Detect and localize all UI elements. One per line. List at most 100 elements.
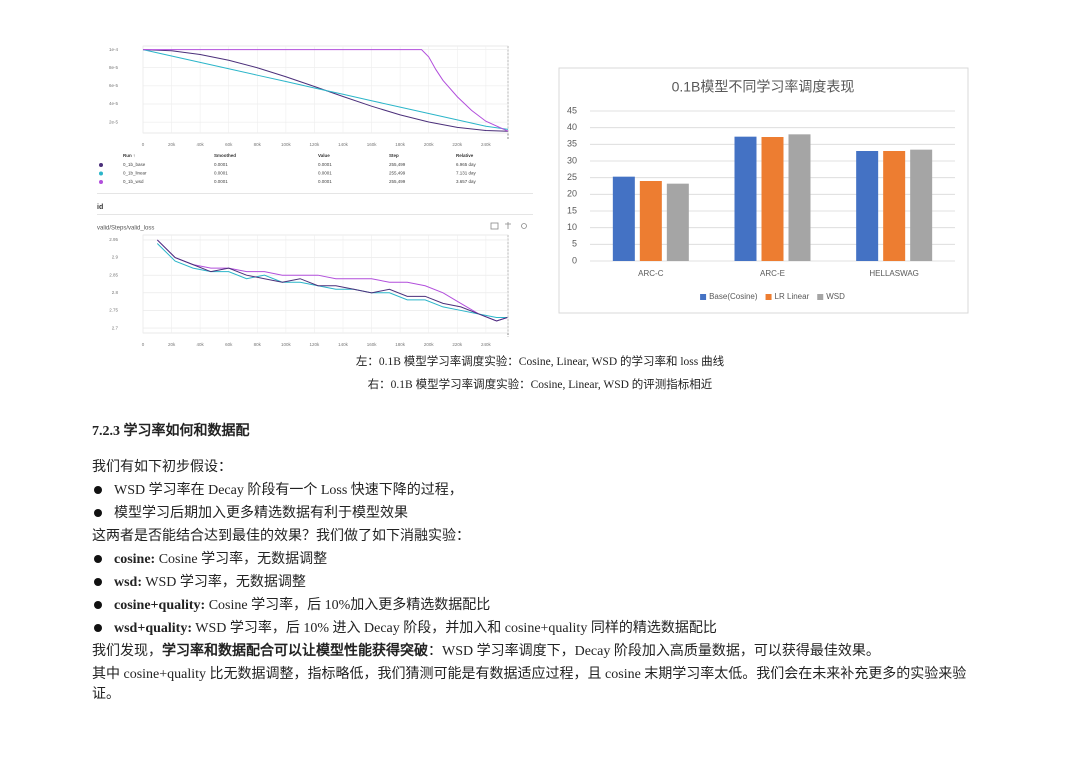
bullet: wsd+quality: WSD 学习率，后 10% 进入 Decay 阶段，并…	[92, 619, 717, 639]
bullet-text: Cosine 学习率，后 10%加入更多精选数据配比	[205, 598, 491, 613]
x-tick-label: 60k	[225, 342, 233, 347]
table-cell: 3.657 day	[456, 179, 477, 184]
term: wsd:	[114, 575, 143, 590]
bullet-text: WSD 学习率在 Decay 阶段有一个 Loss 快速下降的过程，	[114, 483, 463, 498]
run-dot	[99, 171, 103, 176]
x-tick-label: 80k	[254, 342, 262, 347]
screenshot-frame	[97, 40, 533, 340]
y-tick-label: 2.85	[109, 272, 118, 277]
caption: 右：0.1B 模型学习率调度实验：Cosine, Linear, WSD 的评测…	[367, 379, 713, 391]
table-header: Smoothed	[214, 153, 236, 158]
caption: 左：0.1B 模型学习率调度实验：Cosine, Linear, WSD 的学习…	[355, 356, 725, 368]
bar	[734, 136, 757, 261]
y-tick-label: 20	[567, 189, 577, 199]
line	[156, 239, 508, 322]
divider	[97, 193, 533, 194]
y-tick-label: 2.7	[112, 325, 119, 330]
x-tick-label: 240k	[481, 142, 492, 147]
line	[143, 49, 509, 132]
x-tick-label: 120k	[310, 142, 321, 147]
x-tick-label: 180k	[395, 342, 406, 347]
table-cell: 255,499	[389, 162, 406, 167]
x-tick-label: 220k	[452, 342, 463, 347]
y-tick-label: 40	[567, 122, 577, 132]
x-tick-label: 0	[142, 342, 145, 347]
term: cosine+quality:	[114, 598, 206, 613]
run-dot	[99, 180, 103, 184]
text: 我们发现，	[92, 644, 162, 659]
paragraph: 我们有如下初步假设：	[92, 460, 232, 475]
x-tick-label: 220k	[452, 142, 463, 147]
paragraph: 其中 cosine+quality 比无数据调整，指标略低，我们猜测可能是有数据…	[92, 667, 967, 702]
divider	[97, 214, 533, 215]
y-tick-label: 2.95	[109, 237, 118, 242]
bar	[666, 183, 689, 261]
table-cell: 0.0001	[214, 179, 228, 184]
text: ：WSD 学习率调度下，Decay 阶段加入高质量数据，可以获得最佳效果。	[428, 644, 880, 659]
emphasis: 学习率和数据配合可以让模型性能获得突破	[162, 644, 428, 659]
legend-swatch	[817, 294, 824, 300]
x-tick-label: 100k	[281, 342, 292, 347]
bar	[761, 137, 784, 261]
heading: 7.2.3 学习率如何和数据配	[92, 424, 250, 439]
y-tick-label: 2.75	[109, 308, 118, 313]
bar	[788, 134, 811, 261]
table-cell: 0.0001	[318, 179, 332, 184]
bullet-text: 模型学习后期加入更多精选数据有利于模型效果	[114, 506, 408, 521]
y-tick-label: 4e-5	[109, 101, 119, 106]
bar	[856, 151, 879, 261]
bullet: wsd: WSD 学习率，无数据调整	[92, 573, 306, 593]
x-tick-label: 40k	[197, 342, 205, 347]
icon-expand[interactable]	[490, 222, 499, 230]
section-label: id	[97, 204, 103, 211]
x-tick-label: 20k	[168, 142, 176, 147]
y-tick-label: 30	[567, 155, 577, 165]
y-tick-label: 25	[567, 172, 577, 182]
line	[156, 243, 508, 318]
y-tick-label: 6e-5	[109, 83, 119, 88]
table-cell: 0.0001	[318, 171, 332, 176]
table-header: Step	[389, 153, 399, 158]
y-tick-label: 15	[567, 205, 577, 215]
bar	[883, 151, 906, 261]
table-cell: 0_1b_wsd	[123, 179, 144, 184]
y-tick-label: 5	[572, 239, 577, 249]
legend-label: WSD	[826, 292, 845, 301]
legend-label: LR Linear	[775, 292, 810, 301]
x-tick-label: 120k	[310, 342, 321, 347]
y-tick-label: 2.8	[112, 290, 119, 295]
y-tick-label: 8e-5	[109, 65, 119, 70]
icon-pin[interactable]	[505, 222, 511, 229]
panel-title: valid/Steps/valid_loss	[97, 226, 154, 232]
bullet-text: WSD 学习率，后 10% 进入 Decay 阶段，并加入和 cosine+qu…	[192, 621, 717, 636]
icon-settings[interactable]	[521, 223, 527, 229]
bullet-text: WSD 学习率，无数据调整	[142, 575, 306, 590]
y-tick-label: 2e-5	[109, 119, 119, 124]
table-cell: 7.131 day	[456, 171, 477, 176]
x-tick-label: 160k	[367, 342, 378, 347]
bar	[910, 149, 933, 261]
y-tick-label: 2.9	[112, 255, 119, 260]
table-header: Value	[318, 153, 330, 158]
table-cell: 255,499	[389, 179, 406, 184]
x-tick-label: 200k	[424, 142, 435, 147]
y-tick-label: 35	[567, 139, 577, 149]
x-tick-label: 80k	[254, 142, 262, 147]
bar	[612, 176, 635, 261]
term: wsd+quality:	[114, 621, 192, 636]
x-tick-label: 140k	[338, 342, 349, 347]
bullet: 模型学习后期加入更多精选数据有利于模型效果	[92, 504, 408, 524]
legend-swatch	[765, 294, 772, 300]
x-tick-label: ARC-E	[760, 269, 785, 278]
x-tick-label: HELLASWAG	[869, 269, 919, 278]
x-tick-label: 160k	[367, 142, 378, 147]
line	[156, 239, 508, 322]
chart-title: 0.1B模型不同学习率调度表现	[672, 79, 855, 95]
table-cell: 0_1b_linear	[123, 171, 147, 176]
x-tick-label: 60k	[225, 142, 233, 147]
table-cell: 0.0001	[214, 171, 228, 176]
y-tick-label: 10	[567, 222, 577, 232]
legend-swatch	[700, 294, 707, 300]
